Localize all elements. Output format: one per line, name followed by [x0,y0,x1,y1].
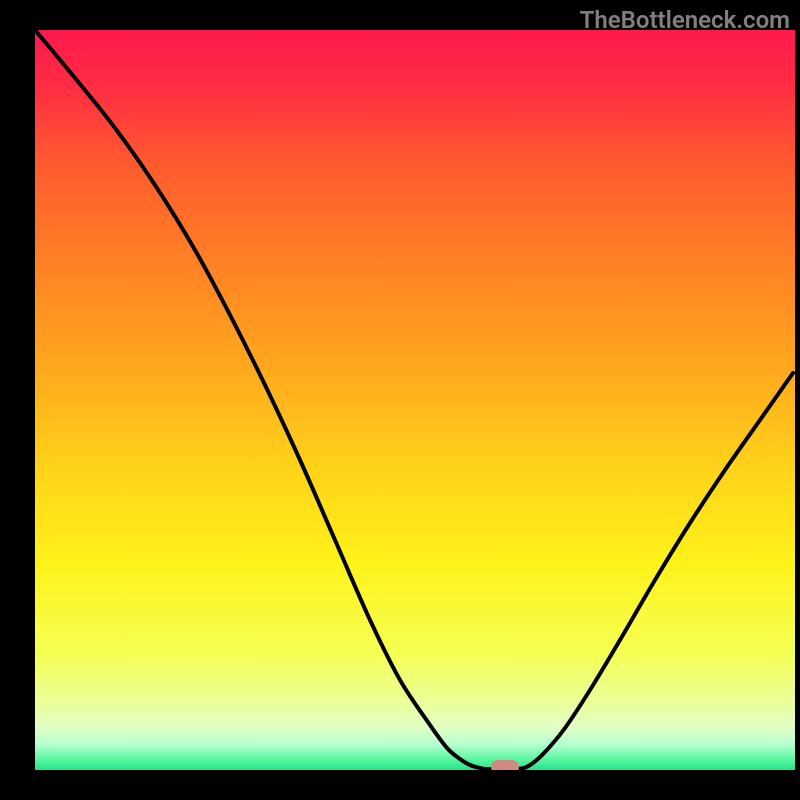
chart-container: TheBottleneck.com [0,0,800,800]
chart-svg [35,30,795,770]
plot-area [35,30,795,770]
watermark-text: TheBottleneck.com [580,6,790,34]
valley-marker [491,760,519,770]
gradient-background [35,30,795,770]
